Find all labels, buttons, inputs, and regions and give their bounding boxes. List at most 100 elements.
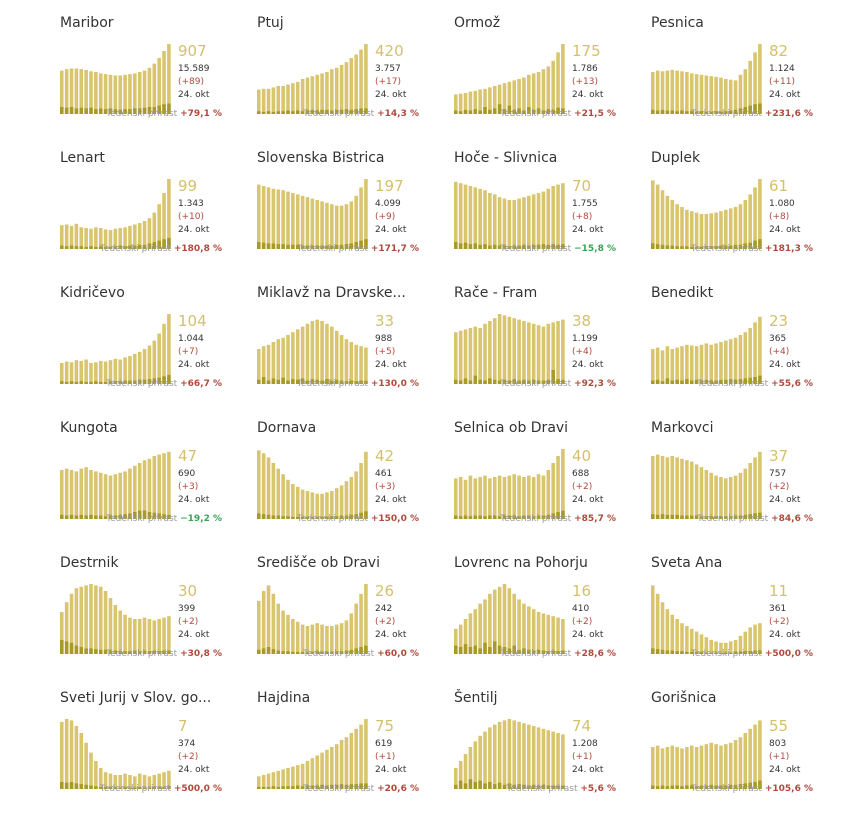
municipality-card[interactable]: Pesnica 82 1.124 (+11) 24. okt Tedenski prira…: [651, 12, 841, 142]
active-cases-bar: [704, 343, 709, 384]
municipality-card[interactable]: Miklavž na Dravske... 33 988 (+5) 24. okt Ted…: [257, 282, 447, 412]
active-cases-bar: [286, 84, 290, 114]
new-cases-bar: [98, 515, 103, 519]
new-cases-bar: [64, 107, 69, 114]
new-cases-bar: [709, 784, 713, 789]
active-cases-bar: [468, 475, 473, 519]
municipality-card[interactable]: Slovenska Bistrica 197 4.099 (+9) 24. okt Ted…: [257, 147, 447, 277]
municipality-card[interactable]: Rače - Fram 38 1.199 (+4) 24. okt Tedenski pr…: [454, 282, 644, 412]
new-cases-bar: [483, 642, 487, 654]
active-cases-bar: [330, 326, 334, 384]
new-cases-bar: [675, 246, 679, 249]
new-cases-bar: [665, 514, 670, 519]
active-cases-bar: [108, 773, 113, 789]
municipality-card[interactable]: Maribor 907 15.589 (+89) 24. okt Tedenski pri…: [60, 12, 250, 142]
new-cases-bar: [84, 108, 88, 114]
new-cases-bar: [257, 379, 261, 384]
new-cases-bar: [719, 245, 723, 249]
new-cases-bar: [84, 648, 88, 654]
active-cases-bar: [64, 361, 69, 384]
municipality-card[interactable]: Benedikt 23 365 (+4) 24. okt Tedenski prirast…: [651, 282, 841, 412]
active-cases-bar: [512, 200, 516, 249]
new-cases-bar: [694, 786, 699, 789]
new-cases-bar: [98, 246, 103, 249]
active-cases-bar: [142, 70, 147, 114]
active-cases-bar: [546, 66, 551, 114]
active-cases-bar: [689, 745, 694, 789]
municipality-card[interactable]: Markovci 37 757 (+2) 24. okt Tedenski prirast…: [651, 417, 841, 547]
weekly-growth-value: +20,6 %: [377, 784, 419, 794]
municipality-card[interactable]: Hoče - Slivnica 70 1.755 (+8) 24. okt Tedensk…: [454, 147, 644, 277]
municipality-card[interactable]: Dornava 42 461 (+3) 24. okt Tedenski prirast …: [257, 417, 447, 547]
weekly-growth-value: +180,8 %: [173, 244, 222, 254]
active-cases-bar: [84, 467, 88, 519]
active-cases-bar: [113, 228, 118, 249]
new-cases-bar: [330, 110, 334, 114]
active-cases-bar: [724, 642, 728, 654]
new-cases-bar: [74, 783, 79, 789]
date-label: 24. okt: [178, 765, 210, 775]
new-cases-bar: [522, 784, 526, 789]
new-cases-bar: [339, 784, 344, 789]
active-cases-bar: [512, 720, 516, 789]
municipality-card[interactable]: Kidričevo 104 1.044 (+7) 24. okt Tedenski pri…: [60, 282, 250, 412]
municipality-card[interactable]: Sveta Ana 11 361 (+2) 24. okt Tedenski priras…: [651, 552, 841, 682]
active-cases-bar-chart: [60, 451, 171, 519]
new-cases-bar: [743, 514, 748, 519]
new-cases-bar: [291, 651, 295, 654]
new-cases-bar: [556, 379, 560, 384]
new-cases-bar: [133, 650, 137, 654]
new-cases-bar: [123, 246, 127, 249]
new-cases-bar: [492, 379, 497, 384]
municipality-card[interactable]: Destrnik 30 399 (+2) 24. okt Tedenski prirast…: [60, 552, 250, 682]
active-cases-count: 40: [572, 447, 592, 465]
new-cases-bar: [113, 515, 118, 519]
active-cases-bar: [689, 73, 694, 114]
active-cases-bar-chart: [454, 181, 565, 249]
new-cases-bar: [561, 108, 565, 114]
municipality-card[interactable]: Središče ob Dravi 26 242 (+2) 24. okt Tedensk…: [257, 552, 447, 682]
new-cases-bar: [454, 242, 458, 249]
active-cases-bar: [359, 346, 363, 384]
municipality-name: Rače - Fram: [454, 285, 538, 301]
new-cases-bar: [458, 111, 463, 114]
new-cases-bar: [689, 785, 694, 789]
weekly-growth-label: Tedenski prirast: [690, 649, 762, 659]
active-cases-bar: [546, 470, 551, 519]
active-cases-bar: [527, 475, 531, 519]
active-cases-bar: [108, 230, 113, 249]
new-cases-bar: [157, 513, 161, 519]
new-cases-bar: [719, 516, 723, 519]
active-cases-bar: [546, 614, 551, 654]
municipality-card[interactable]: Lenart 99 1.343 (+10) 24. okt Tedenski priras…: [60, 147, 250, 277]
active-cases-bar: [89, 584, 93, 654]
active-cases-bar: [74, 588, 79, 654]
total-cases-count: 1.044: [178, 334, 204, 344]
new-cases-bar: [257, 786, 261, 789]
municipality-card[interactable]: Hajdina 75 619 (+1) 24. okt Tedenski prirast …: [257, 687, 447, 817]
active-cases-bar: [300, 489, 305, 519]
municipality-card[interactable]: Ormož 175 1.786 (+13) 24. okt Tedenski priras…: [454, 12, 644, 142]
new-cases-bar: [261, 514, 266, 519]
municipality-card[interactable]: Lovrenc na Pohorju 16 410 (+2) 24. okt Tedens…: [454, 552, 644, 682]
municipality-card[interactable]: Selnica ob Dravi 40 688 (+2) 24. okt Tedenski…: [454, 417, 644, 547]
active-cases-bar: [517, 475, 521, 519]
new-cases-bar: [685, 515, 689, 519]
new-cases-bar: [98, 786, 103, 789]
new-cases-bar: [561, 379, 565, 384]
municipality-card[interactable]: Ptuj 420 3.757 (+17) 24. okt Tedenski prirast…: [257, 12, 447, 142]
municipality-card[interactable]: Šentilj 74 1.208 (+1) 24. okt Tedenski priras…: [454, 687, 644, 817]
active-cases-bar: [339, 205, 344, 249]
new-cases-bar: [113, 109, 118, 114]
active-cases-bar: [660, 350, 665, 384]
municipality-card[interactable]: Gorišnica 55 803 (+1) 24. okt Tedenski priras…: [651, 687, 841, 817]
active-cases-bar: [660, 748, 665, 789]
active-cases-bar: [359, 593, 363, 654]
municipality-card[interactable]: Duplek 61 1.080 (+8) 24. okt Tedenski prirast…: [651, 147, 841, 277]
new-cases-bar: [497, 104, 502, 114]
active-cases-bar: [64, 719, 69, 789]
active-cases-bar: [349, 477, 354, 519]
new-cases-bar: [685, 651, 689, 654]
municipality-card[interactable]: Kungota 47 690 (+3) 24. okt Tedenski prirast …: [60, 417, 250, 547]
municipality-card[interactable]: Sveti Jurij v Slov. go... 7 374 (+2) 24. okt…: [60, 687, 250, 817]
